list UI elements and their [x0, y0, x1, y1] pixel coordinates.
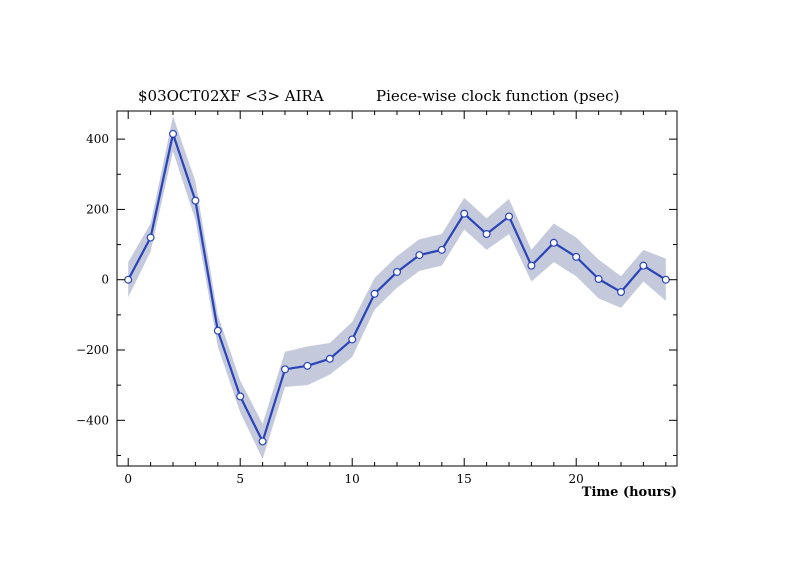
data-point [169, 129, 178, 138]
data-point [594, 275, 603, 284]
data-point [616, 288, 625, 297]
data-point [393, 267, 402, 276]
data-point [415, 251, 424, 260]
data-point [124, 275, 133, 284]
data-point [236, 392, 245, 401]
x-axis-label: Time (hours) [582, 485, 677, 500]
data-point [258, 437, 267, 446]
x-tick-label: 5 [236, 472, 244, 486]
y-tick-label: 400 [86, 132, 109, 146]
data-point [370, 289, 379, 298]
data-point [482, 230, 491, 239]
uncertainty-band [128, 116, 666, 459]
data-point [460, 209, 469, 218]
data-point [437, 245, 446, 254]
data-point [549, 238, 558, 247]
data-point [348, 335, 357, 344]
x-tick-label: 10 [345, 472, 360, 486]
x-tick-label: 15 [457, 472, 472, 486]
data-point [661, 275, 670, 284]
data-point [639, 261, 648, 270]
data-point [325, 354, 334, 363]
data-point [303, 361, 312, 370]
chart-title-right: Piece-wise clock function (psec) [376, 87, 619, 105]
y-tick-label: 200 [86, 202, 109, 216]
data-point [191, 196, 200, 205]
data-point [281, 365, 290, 374]
data-point [505, 212, 514, 221]
y-tick-label: 0 [101, 273, 109, 287]
chart-title-left: $03OCT02XF <3> AIRA [138, 87, 324, 105]
y-tick-label: −200 [76, 343, 109, 357]
data-point [527, 261, 536, 270]
data-point [146, 233, 155, 242]
data-point [572, 252, 581, 261]
data-point [213, 326, 222, 335]
x-tick-label: 0 [124, 472, 132, 486]
y-tick-label: −400 [76, 413, 109, 427]
x-tick-label: 20 [569, 472, 584, 486]
